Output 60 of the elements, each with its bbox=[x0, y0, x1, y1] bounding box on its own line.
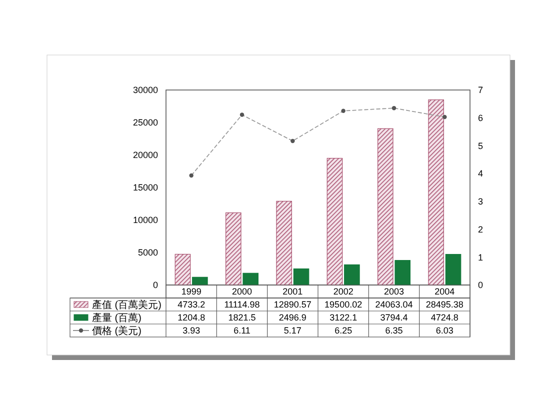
bar bbox=[344, 264, 360, 286]
data-label: 11114.98 bbox=[224, 300, 260, 310]
y-tick-label: 0 bbox=[152, 280, 158, 290]
data-label: 5.17 bbox=[284, 326, 302, 336]
y2-tick-label: 0 bbox=[478, 280, 484, 290]
data-label: 4733.2 bbox=[178, 300, 206, 310]
bar bbox=[226, 212, 242, 286]
x-tick-label: 2004 bbox=[434, 286, 455, 297]
y-tick-label: 30000 bbox=[132, 85, 158, 96]
point bbox=[442, 114, 447, 120]
bar bbox=[276, 200, 292, 286]
bar bbox=[192, 276, 208, 286]
x-tick-label: 2000 bbox=[232, 286, 252, 297]
x-tick-label: 1999 bbox=[181, 286, 202, 297]
y2-tick-label: 4 bbox=[478, 168, 484, 179]
bar bbox=[326, 158, 343, 286]
data-label: 6.03 bbox=[436, 326, 454, 336]
y-tick-label: 10000 bbox=[132, 215, 158, 226]
point bbox=[189, 173, 194, 178]
data-label: 3122.1 bbox=[330, 312, 358, 323]
y-tick-label: 25000 bbox=[132, 118, 158, 128]
data-label: 19500.02 bbox=[324, 300, 362, 310]
bar bbox=[378, 128, 394, 286]
data-label: 1204.8 bbox=[178, 312, 206, 323]
x-tick-label: 2002 bbox=[333, 286, 354, 297]
data-label: 6.35 bbox=[385, 326, 403, 336]
data-label: 2496.9 bbox=[278, 312, 306, 323]
bar bbox=[293, 268, 310, 286]
bar bbox=[445, 254, 462, 286]
y-tick-label: 15000 bbox=[132, 182, 158, 193]
y2-tick-label: 2 bbox=[478, 224, 484, 234]
y-tick-label: 5000 bbox=[138, 248, 158, 258]
y2-tick-label: 7 bbox=[478, 85, 484, 96]
legend-label: 產量 (百萬) bbox=[92, 312, 142, 324]
y2-tick-label: 6 bbox=[478, 113, 484, 124]
data-label: 28495.38 bbox=[426, 300, 464, 310]
data-label: 6.11 bbox=[234, 326, 250, 336]
point bbox=[341, 108, 346, 113]
point bbox=[392, 106, 396, 110]
data-label: 3.93 bbox=[182, 326, 200, 336]
y2-tick-label: 1 bbox=[478, 252, 484, 262]
bar bbox=[174, 254, 191, 286]
bar bbox=[242, 272, 258, 286]
legend-label: 價格 (美元) bbox=[92, 325, 142, 337]
point bbox=[240, 112, 244, 117]
x-tick-label: 2003 bbox=[384, 286, 404, 297]
legend-label: 產值 (百萬美元) bbox=[92, 299, 162, 311]
data-label: 24063.04 bbox=[375, 300, 413, 310]
data-label: 4724.8 bbox=[430, 312, 458, 323]
x-tick-label: 2001 bbox=[282, 286, 303, 297]
y2-tick-label: 5 bbox=[478, 140, 484, 151]
y-tick-label: 20000 bbox=[132, 150, 158, 160]
y2-tick-label: 3 bbox=[478, 196, 484, 207]
data-label: 1821.5 bbox=[228, 312, 256, 323]
bar bbox=[394, 260, 410, 286]
data-label: 6.25 bbox=[334, 326, 352, 336]
data-label: 3794.4 bbox=[380, 312, 408, 323]
bar bbox=[428, 99, 444, 286]
point bbox=[290, 138, 295, 144]
data-label: 12890.57 bbox=[274, 300, 312, 310]
